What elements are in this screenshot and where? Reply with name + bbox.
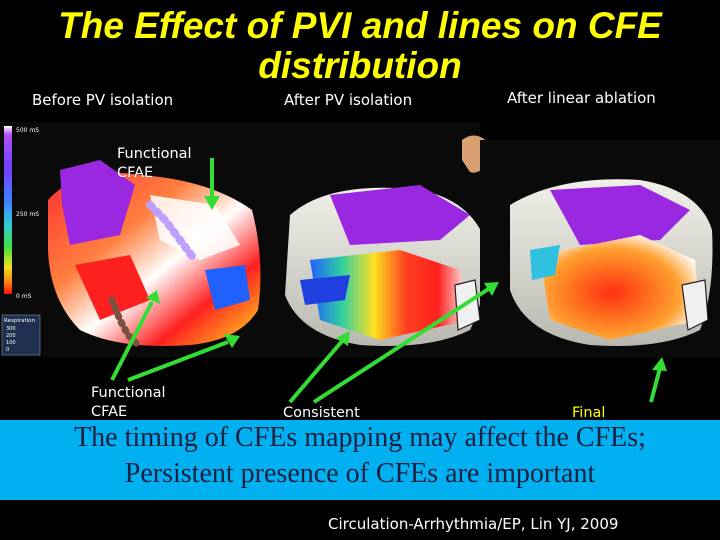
valve-outline xyxy=(681,279,709,331)
annotation-line: Functional xyxy=(91,385,166,401)
red-region xyxy=(75,255,150,320)
ablation-dots xyxy=(146,201,199,264)
banner-line2: Persistent presence of CFEs are importan… xyxy=(124,458,596,489)
scale-label-bottom: 0 mS xyxy=(16,293,32,300)
arrow-head xyxy=(204,196,220,210)
map-panel-after-linear xyxy=(480,140,720,357)
citation: Circulation-Arrhythmia/EP, Lin YJ, 2009 xyxy=(328,515,619,533)
respiration-row: 300 xyxy=(6,326,16,332)
respiration-row: 0 xyxy=(6,347,9,353)
arrow-head xyxy=(146,290,160,304)
respiration-title: Respiration xyxy=(4,318,36,324)
blue-region xyxy=(205,265,250,310)
annotation-consistent: Consistent xyxy=(283,405,360,421)
arrow-functional-cfae-bottom-right xyxy=(127,340,229,382)
blue-region xyxy=(300,275,350,305)
label-after-pv-isolation: After PV isolation xyxy=(284,91,413,109)
arrow-head xyxy=(224,334,240,348)
arrow-consistent-left xyxy=(288,338,345,404)
annotation-line: Functional xyxy=(117,146,192,162)
color-scale-bar xyxy=(4,126,12,294)
label-before-pv-isolation: Before PV isolation xyxy=(32,91,174,109)
slide-title-line2: distribution xyxy=(258,45,462,86)
annotation-line: CFAE xyxy=(91,404,128,420)
arrow-consistent-right xyxy=(312,286,492,404)
label-after-linear-ablation: After linear ablation xyxy=(507,89,656,107)
arrow-head xyxy=(336,331,350,346)
arrow-final xyxy=(649,367,662,403)
conclusion-banner: The timing of CFEs mapping may affect th… xyxy=(0,420,720,500)
map-panel-after-pvi xyxy=(262,122,488,357)
arrow-head xyxy=(652,357,667,371)
arrow-functional-cfae-bottom-left xyxy=(110,301,154,381)
arrow-head xyxy=(484,282,499,296)
cfe-purple-region xyxy=(60,160,135,245)
annotation-functional-cfae-bottom: Functional CFAE xyxy=(91,384,166,422)
cfe-purple-region xyxy=(550,185,690,245)
cfe-purple-region xyxy=(330,185,470,245)
atrium-map-after-linear xyxy=(540,235,700,340)
atrium-map-after-pvi xyxy=(310,250,470,340)
map-panel-before-pvi: 500 mS 250 mS 0 mS Respiration 300 200 1… xyxy=(0,122,270,357)
respiration-row: 200 xyxy=(6,333,16,339)
respiration-row: 100 xyxy=(6,340,16,346)
respiration-box: Respiration 300 200 100 0 xyxy=(1,314,41,356)
cyan-region xyxy=(530,245,560,280)
white-region xyxy=(150,195,240,260)
banner-line1: The timing of CFEs mapping may affect th… xyxy=(74,422,646,453)
annotation-line: CFAE xyxy=(117,165,154,181)
annotation-functional-cfae-top: Functional CFAE xyxy=(117,145,192,183)
scale-label-mid: 250 mS xyxy=(16,211,39,218)
slide-title-line1: The Effect of PVI and lines on CFE xyxy=(58,5,662,46)
annotation-final: Final xyxy=(572,405,606,421)
scale-label-top: 500 mS xyxy=(16,127,39,134)
